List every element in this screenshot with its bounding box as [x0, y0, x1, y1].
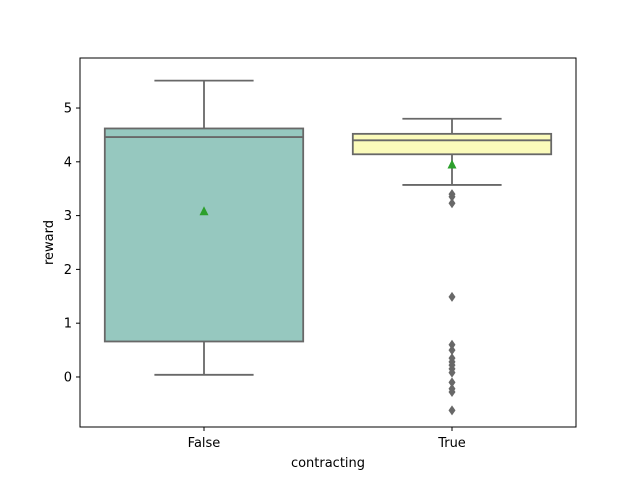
y-tick-label: 4: [64, 155, 72, 170]
x-tick-label: False: [188, 436, 221, 451]
outlier-point: [448, 405, 456, 416]
y-axis: 0 1 2 3 4 5: [64, 102, 80, 385]
mean-marker: [447, 159, 457, 169]
outlier-point: [448, 291, 456, 302]
outlier-point: [448, 339, 456, 350]
x-tick-label: True: [437, 436, 466, 451]
y-axis-label: reward: [42, 220, 57, 265]
y-tick-label: 0: [64, 370, 72, 385]
box-group: [103, 79, 305, 376]
plot-area: [103, 79, 553, 416]
box-iqr: [103, 127, 305, 343]
y-tick-label: 3: [64, 209, 72, 224]
x-axis: False True: [188, 427, 466, 451]
outlier-point: [448, 198, 456, 209]
axes-frame: [79, 57, 577, 428]
mean-marker: [199, 206, 209, 216]
outlier-point: [448, 191, 456, 202]
outlier-point: [448, 367, 456, 378]
outlier-point: [448, 377, 456, 388]
x-axis-label: contracting: [291, 456, 365, 471]
y-tick-label: 5: [64, 102, 72, 117]
y-tick-label: 1: [64, 317, 72, 332]
outlier-point: [448, 345, 456, 356]
box-iqr: [351, 132, 553, 156]
box-group: [351, 117, 553, 416]
y-tick-label: 2: [64, 263, 72, 278]
outlier-point: [448, 387, 456, 398]
